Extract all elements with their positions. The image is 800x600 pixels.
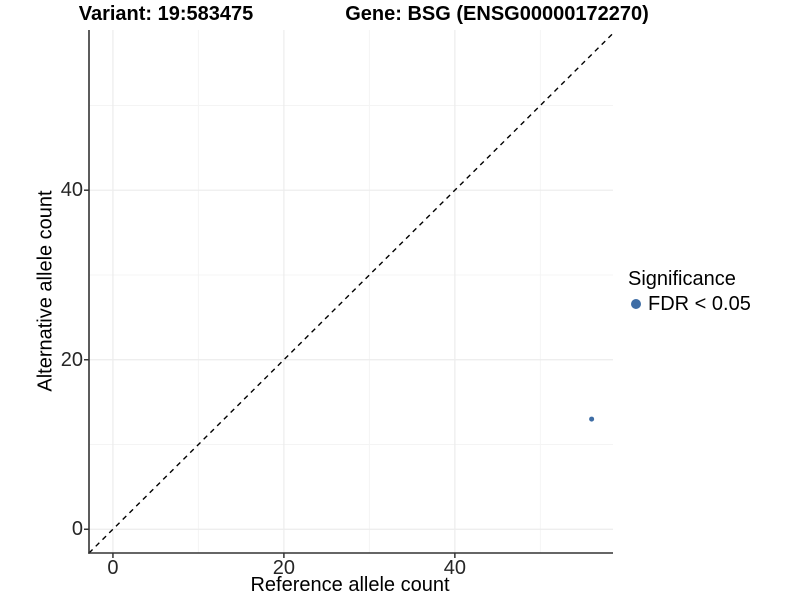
legend: Significance FDR < 0.05 [628,267,751,315]
x-tick-label: 40 [443,557,466,579]
y-tick-label: 0 [71,518,83,541]
y-axis-label: Alternative allele count [34,190,57,392]
x-axis-label: Reference allele count [250,574,450,596]
x-tick-label: 0 [107,557,119,579]
legend-point-icon [631,299,641,309]
x-tick-label: 20 [272,557,296,579]
legend-title: Significance [628,268,736,290]
data-point [589,416,595,422]
identity-dashed-line [88,32,614,554]
variant-title: Variant: 19:583475 [78,3,254,25]
y-tick-label: 40 [60,179,83,202]
legend-item-label: FDR < 0.05 [648,293,751,315]
legend-item-fdr: FDR < 0.05 [628,293,751,315]
y-tick-label: 20 [60,348,83,371]
gene-title: Gene: BSG (ENSG00000172270) [345,3,649,25]
